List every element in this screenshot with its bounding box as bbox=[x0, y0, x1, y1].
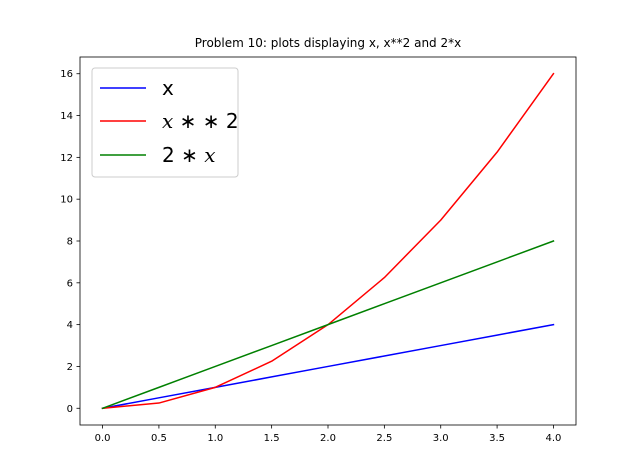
y-tick-label: 2 bbox=[67, 362, 73, 373]
legend-label-part: x bbox=[204, 143, 215, 167]
y-tick-label: 14 bbox=[60, 111, 73, 122]
y-tick-label: 8 bbox=[67, 237, 73, 248]
legend-label-1: x bbox=[162, 76, 174, 100]
y-tick-label: 12 bbox=[60, 153, 73, 164]
legend-label-part: x bbox=[162, 109, 173, 133]
legend-label-part: x bbox=[162, 76, 174, 100]
y-tick-label: 4 bbox=[67, 320, 73, 331]
x-tick-label: 2.0 bbox=[320, 433, 336, 444]
legend-label-part: ∗ ∗ bbox=[173, 109, 226, 133]
series-line-3 bbox=[101, 240, 555, 410]
x-tick-label: 3.0 bbox=[433, 433, 449, 444]
x-tick-label: 1.5 bbox=[264, 433, 280, 444]
x-tick-label: 2.5 bbox=[376, 433, 392, 444]
y-tick-label: 10 bbox=[60, 195, 73, 206]
legend-label-2: x ∗ ∗ 2 bbox=[162, 109, 239, 133]
plot-area: 0.0 0.5 1.0 1.5 2.0 2.5 3.0 3.5 4.0 0 2 4 6 8 10 12 14 16 bbox=[60, 56, 577, 444]
y-tick-label: 0 bbox=[67, 404, 73, 415]
y-tick-label: 6 bbox=[67, 278, 73, 289]
x-tick-label: 4.0 bbox=[546, 433, 562, 444]
x-tick-label: 0.0 bbox=[95, 433, 111, 444]
legend-label-3: 2 ∗ x bbox=[162, 143, 216, 167]
x-tick-label: 0.5 bbox=[151, 433, 167, 444]
chart-title: Problem 10: plots displaying x, x**2 and… bbox=[195, 36, 461, 50]
legend-label-part: 2 bbox=[162, 143, 175, 167]
x-tick-label: 3.5 bbox=[489, 433, 505, 444]
legend: xx ∗ ∗ 22 ∗ x bbox=[91, 67, 239, 178]
x-tick-label: 1.0 bbox=[207, 433, 223, 444]
series-line-1 bbox=[101, 323, 555, 410]
y-tick-label: 16 bbox=[60, 69, 73, 80]
legend-label-part: 2 bbox=[226, 109, 239, 133]
legend-frame bbox=[91, 67, 239, 178]
legend-label-part: ∗ bbox=[175, 143, 204, 167]
